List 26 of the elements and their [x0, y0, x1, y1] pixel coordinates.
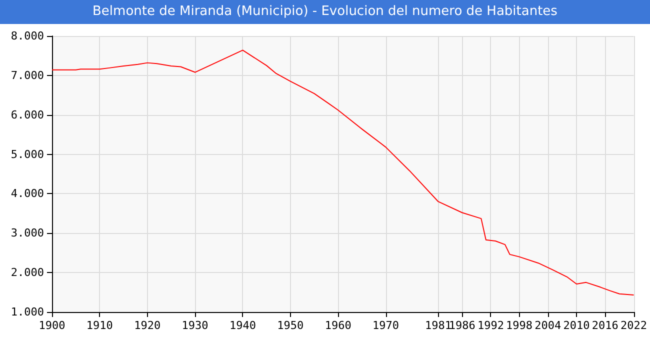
x-tick-label: 1998	[506, 319, 533, 332]
x-tick-label: 1986	[448, 319, 476, 332]
x-tick-label: 1910	[86, 319, 113, 332]
y-tick-label: 1.000	[10, 306, 44, 318]
x-tick-label: 1940	[229, 319, 256, 332]
y-tick-label: 6.000	[10, 108, 44, 122]
x-tick-label: 2010	[563, 319, 590, 332]
x-tick-label: 2016	[592, 319, 618, 332]
x-tick-label: 1981	[424, 319, 452, 332]
x-tick-label: 1950	[277, 319, 304, 332]
y-tick-label: 8.000	[10, 30, 44, 42]
x-tick-label: 1960	[324, 319, 352, 332]
y-tick-label: 7.000	[10, 68, 44, 82]
x-tick-label: 1930	[182, 319, 208, 332]
chart-title: Belmonte de Miranda (Municipio) - Evolucion del numero de Habitantes	[0, 0, 650, 24]
x-tick-label: 1900	[38, 319, 66, 332]
x-tick-label: 1970	[372, 319, 400, 332]
x-tick-label: 2022	[620, 319, 648, 332]
y-tick-label: 4.000	[10, 187, 44, 200]
y-tick-label: 3.000	[10, 226, 44, 240]
x-tick-label: 1920	[134, 319, 161, 332]
y-tick-label: 5.000	[10, 148, 44, 161]
line-series	[52, 50, 634, 296]
x-tick-label: 2004	[534, 319, 562, 332]
x-tick-label: 1992	[477, 319, 504, 332]
y-tick-label: 2.000	[10, 266, 44, 280]
